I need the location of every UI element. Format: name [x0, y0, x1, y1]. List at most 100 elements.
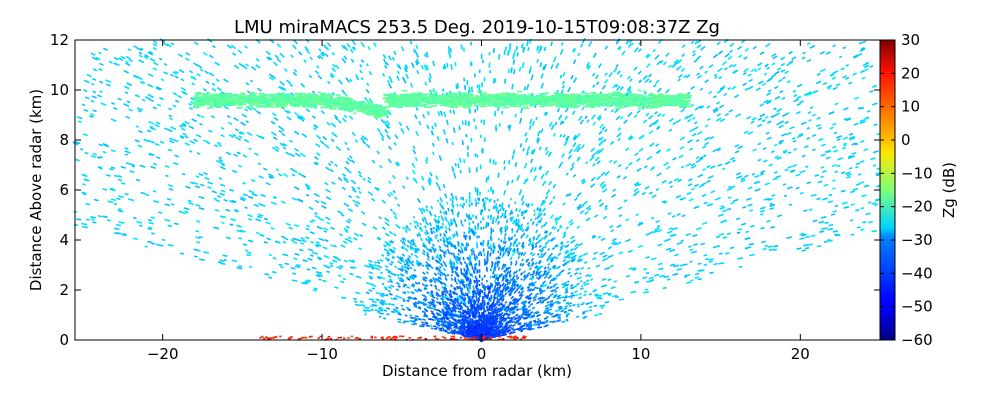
radar-echo-mark	[110, 149, 116, 153]
radar-echo-mark	[431, 255, 435, 260]
radar-echo-mark	[526, 222, 530, 225]
radar-echo-mark	[337, 274, 342, 277]
radar-echo-mark	[510, 316, 514, 320]
radar-echo-mark	[148, 226, 152, 229]
radar-echo-mark	[124, 150, 131, 154]
radar-echo-mark	[438, 265, 442, 269]
radar-echo-mark	[832, 145, 837, 149]
radar-echo-mark	[494, 292, 497, 296]
radar-echo-mark	[735, 113, 742, 118]
radar-echo-mark	[557, 301, 561, 305]
radar-echo-mark	[343, 202, 350, 208]
radar-echo-mark	[294, 147, 299, 152]
radar-echo-mark	[453, 326, 457, 329]
radar-echo-mark	[307, 257, 313, 261]
radar-echo-mark	[124, 85, 130, 90]
radar-echo-mark	[590, 147, 595, 153]
radar-echo-mark	[449, 291, 453, 296]
radar-echo-mark	[436, 272, 440, 275]
radar-echo-mark	[831, 76, 837, 80]
radar-echo-mark	[634, 190, 640, 195]
radar-echo-mark	[759, 213, 764, 216]
radar-echo-mark	[398, 121, 403, 127]
radar-echo-mark	[697, 262, 702, 265]
radar-echo-mark	[715, 235, 721, 239]
radar-echo-mark	[105, 83, 111, 87]
radar-echo-mark	[619, 74, 623, 78]
radar-echo-mark	[653, 119, 659, 125]
radar-echo-mark	[194, 185, 200, 189]
radar-echo-mark	[247, 214, 253, 218]
radar-echo-mark	[340, 280, 345, 284]
radar-echo-mark	[379, 165, 383, 169]
radar-echo-mark	[559, 133, 563, 138]
radar-echo-mark	[738, 265, 743, 268]
radar-echo-mark	[808, 243, 813, 246]
radar-echo-mark	[166, 197, 172, 201]
radar-echo-mark	[125, 115, 131, 119]
radar-echo-mark	[521, 245, 525, 249]
radar-echo-mark	[833, 233, 838, 236]
radar-echo-mark	[749, 224, 755, 228]
radar-echo-mark	[305, 48, 311, 55]
radar-echo-mark	[245, 63, 250, 67]
radar-echo-mark	[515, 283, 519, 287]
radar-echo-mark	[451, 141, 454, 146]
radar-echo-mark	[351, 259, 356, 263]
radar-echo-mark	[652, 230, 658, 234]
radar-echo-mark	[98, 67, 103, 72]
radar-echo-mark	[718, 232, 725, 236]
radar-echo-mark	[374, 309, 379, 312]
radar-echo-mark	[821, 227, 828, 230]
radar-echo-mark	[267, 173, 274, 178]
radar-echo-mark	[495, 206, 499, 212]
radar-echo-mark	[520, 195, 525, 202]
radar-echo-mark	[595, 74, 599, 80]
radar-echo-mark	[552, 133, 556, 137]
radar-echo-mark	[690, 279, 694, 282]
radar-echo-mark	[501, 283, 505, 287]
radar-echo-mark	[439, 110, 443, 116]
radar-echo-mark	[82, 89, 88, 93]
radar-echo-mark	[669, 233, 675, 238]
radar-echo-mark	[195, 230, 200, 233]
radar-echo-mark	[515, 298, 519, 302]
radar-echo-mark	[659, 274, 665, 278]
radar-echo-mark	[189, 140, 196, 145]
radar-echo-mark	[234, 128, 240, 132]
radar-echo-mark	[231, 52, 237, 57]
radar-echo-mark	[449, 258, 454, 264]
radar-echo-mark	[650, 257, 657, 261]
radar-echo-mark	[425, 315, 429, 318]
radar-echo-mark	[294, 265, 301, 269]
radar-echo-mark	[585, 273, 590, 277]
radar-echo-mark	[559, 161, 564, 166]
radar-echo-mark	[607, 278, 612, 282]
radar-echo-mark	[113, 106, 118, 110]
radar-echo-mark	[513, 241, 517, 245]
radar-echo-mark	[152, 190, 157, 193]
radar-echo-mark	[772, 177, 778, 181]
radar-echo-mark	[180, 127, 186, 131]
radar-echo-mark	[522, 232, 526, 237]
radar-echo-mark	[521, 62, 525, 69]
radar-echo-mark	[767, 120, 772, 124]
radar-echo-mark	[466, 151, 469, 157]
radar-echo-mark	[702, 154, 707, 158]
radar-echo-mark	[199, 68, 204, 72]
radar-echo-mark	[495, 218, 498, 223]
radar-echo-mark	[414, 157, 418, 162]
radar-echo-mark	[645, 256, 650, 259]
radar-echo-mark	[682, 74, 688, 79]
radar-echo-mark	[443, 319, 448, 323]
radar-echo-mark	[180, 78, 185, 82]
radar-echo-mark	[436, 319, 440, 323]
radar-echo-mark	[869, 64, 874, 68]
radar-echo-mark	[654, 227, 660, 231]
radar-echo-mark	[697, 74, 702, 79]
radar-echo-mark	[773, 85, 779, 90]
radar-echo-mark	[564, 305, 569, 308]
radar-echo-mark	[706, 164, 711, 169]
radar-echo-mark	[352, 266, 357, 269]
radar-echo-mark	[424, 286, 428, 290]
